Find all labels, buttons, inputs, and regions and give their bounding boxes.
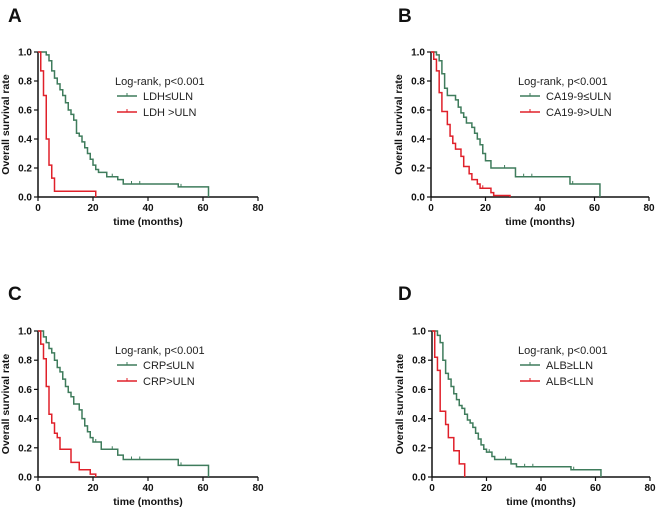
panel-letter: C	[8, 284, 22, 305]
y-tick-label: 0.6	[411, 106, 425, 117]
y-tick-label: 0.8	[412, 356, 426, 367]
legend-label: ALB<LLN	[546, 376, 593, 388]
panel-d: D 0.0 0.2 0.4 0.6 0.8 1.0 0 20 40 60 80 time (months…	[394, 284, 656, 508]
y-tick-label: 0.4	[18, 135, 32, 146]
log-rank-annotation: Log-rank, p<0.001	[518, 345, 608, 357]
y-tick-label: 0.6	[18, 385, 32, 396]
x-tick-label: 0	[35, 203, 41, 214]
y-tick-label: 1.0	[18, 48, 32, 59]
y-axis-label: Overall survival rate	[393, 74, 405, 175]
x-tick-label: 60	[197, 203, 209, 214]
y-tick-label: 0.2	[412, 443, 426, 454]
x-axis-label: time (months)	[113, 496, 182, 508]
y-tick-label: 1.0	[18, 327, 32, 338]
y-tick-label: 0.0	[411, 193, 425, 204]
x-tick-label: 80	[252, 203, 264, 214]
x-tick-label: 0	[428, 203, 434, 214]
survival-curve-1	[38, 330, 97, 477]
x-tick-label: 40	[142, 203, 154, 214]
log-rank-annotation: Log-rank, p<0.001	[518, 76, 608, 88]
x-tick-label: 60	[197, 483, 209, 494]
x-tick-label: 0	[429, 483, 435, 494]
panel-a: A 0.0 0.2 0.4 0.6 0.8 1.0 0 20 40 60 80 time (months…	[0, 6, 264, 228]
y-tick-label: 0.8	[18, 77, 32, 88]
x-tick-label: 0	[35, 483, 41, 494]
survival-curve-0	[38, 51, 210, 197]
x-axis-label: time (months)	[506, 496, 575, 508]
x-tick-label: 60	[589, 203, 601, 214]
panel-letter: D	[398, 284, 412, 305]
panel-letter: A	[8, 6, 22, 27]
x-tick-label: 20	[481, 483, 493, 494]
panel-letter: B	[398, 6, 412, 27]
survival-curve-1	[432, 330, 466, 477]
legend-label: LDH≤ULN	[143, 91, 193, 103]
y-axis-label: Overall survival rate	[0, 354, 12, 455]
y-tick-label: 1.0	[412, 327, 426, 338]
y-axis-label: Overall survival rate	[0, 74, 12, 175]
y-tick-label: 0.2	[411, 164, 425, 175]
x-axis-label: time (months)	[113, 216, 182, 228]
panel-b: B 0.0 0.2 0.4 0.6 0.8 1.0 0 20 40 60 80 time (months…	[393, 6, 655, 228]
y-tick-label: 0.6	[412, 385, 426, 396]
y-tick-label: 0.6	[18, 106, 32, 117]
legend-label: CRP≤ULN	[143, 360, 194, 372]
y-tick-label: 0.0	[412, 473, 426, 484]
x-tick-label: 80	[643, 203, 655, 214]
x-tick-label: 40	[534, 203, 546, 214]
x-axis-label: time (months)	[505, 216, 574, 228]
x-tick-label: 60	[590, 483, 602, 494]
y-tick-label: 0.0	[18, 193, 32, 204]
survival-curve-1	[431, 51, 511, 197]
log-rank-annotation: Log-rank, p<0.001	[115, 345, 205, 357]
y-tick-label: 1.0	[411, 48, 425, 59]
survival-curve-0	[432, 330, 602, 477]
survival-curve-1	[38, 51, 97, 197]
y-tick-label: 0.4	[411, 135, 425, 146]
legend-label: CA19-9>ULN	[546, 107, 612, 119]
x-tick-label: 80	[252, 483, 264, 494]
x-tick-label: 40	[142, 483, 154, 494]
y-tick-label: 0.0	[18, 473, 32, 484]
panel-c: C 0.0 0.2 0.4 0.6 0.8 1.0 0 20 40 60 80 time (months…	[0, 284, 264, 508]
legend-label: LDH >ULN	[143, 107, 197, 119]
y-tick-label: 0.2	[18, 164, 32, 175]
legend-label: CA19-9≤ULN	[546, 91, 611, 103]
x-tick-label: 40	[535, 483, 547, 494]
y-tick-label: 0.4	[18, 414, 32, 425]
survival-curve-0	[431, 51, 601, 197]
log-rank-annotation: Log-rank, p<0.001	[115, 76, 205, 88]
y-tick-label: 0.4	[412, 414, 426, 425]
y-tick-label: 0.8	[18, 356, 32, 367]
x-tick-label: 20	[87, 483, 99, 494]
y-tick-label: 0.2	[18, 443, 32, 454]
y-tick-label: 0.8	[411, 77, 425, 88]
x-tick-label: 20	[87, 203, 99, 214]
y-axis-label: Overall survival rate	[394, 354, 406, 455]
x-tick-label: 80	[644, 483, 656, 494]
legend-label: CRP>ULN	[143, 376, 195, 388]
legend-label: ALB≥LLN	[546, 360, 593, 372]
survival-curve-0	[38, 330, 210, 477]
x-tick-label: 20	[480, 203, 492, 214]
